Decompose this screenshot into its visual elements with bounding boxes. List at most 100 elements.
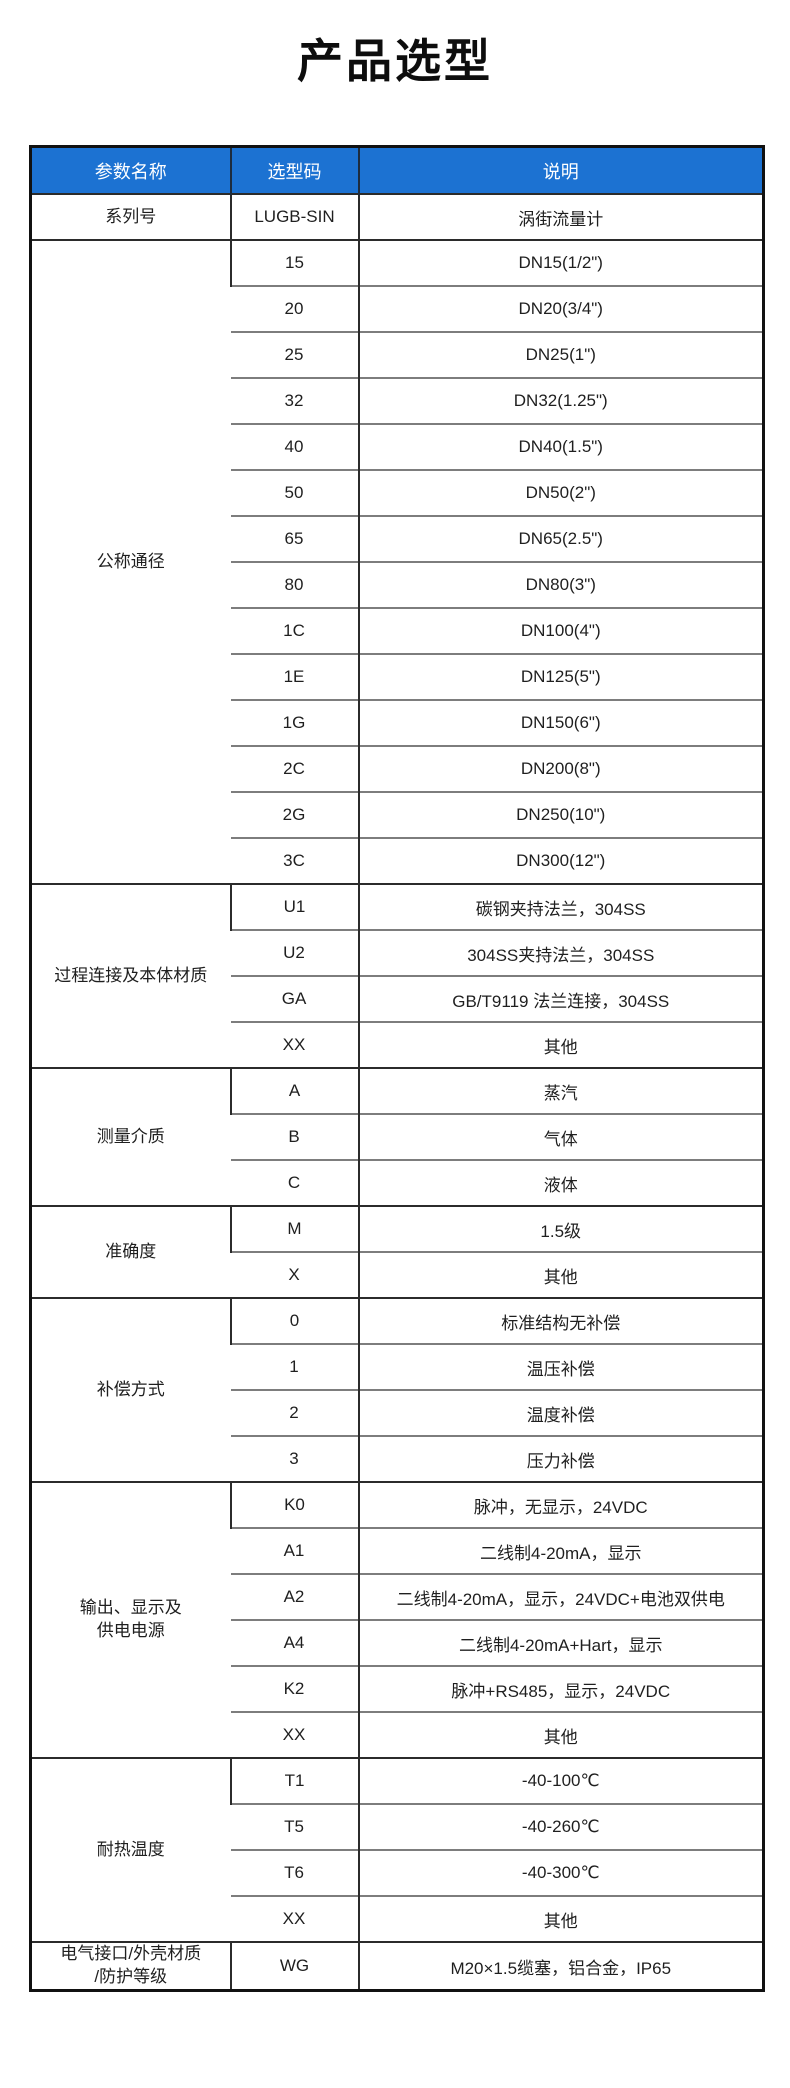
description-cell: -40-260℃ [357,1803,764,1851]
description-cell: 液体 [357,1159,764,1207]
selection-code-cell: 1 [230,1343,359,1391]
table-row: 系列号 LUGB-SIN 涡街流量计 [30,193,764,241]
table-row: 1 温压补偿 [31,1343,764,1391]
selection-code-cell: K0 [229,1481,359,1529]
table-row: 测量介质 A 蒸汽 [30,1067,764,1207]
table-row: 20 DN20(3/4") [31,285,764,333]
description-cell: DN15(1/2") [357,239,764,287]
table-row: XX 其他 [31,1711,764,1759]
description-cell: DN20(3/4") [357,285,764,333]
selection-code-cell: 65 [230,515,359,563]
selection-code-cell: 1G [230,699,359,747]
table-row: 补偿方式 0 标准结构无补偿 [30,1297,764,1483]
description-cell: 碳钢夹持法兰，304SS [357,883,764,931]
selection-code-cell: 3C [230,837,359,885]
selection-code-cell: T5 [230,1803,359,1851]
table-row: 2G DN250(10") [31,791,764,839]
selection-code-cell: 2C [230,745,359,793]
selection-code-cell: C [230,1159,359,1207]
selection-code-cell: 1C [230,607,359,655]
description-cell: -40-100℃ [357,1757,764,1805]
table-body: 系列号 LUGB-SIN 涡街流量计 公称通径 15 DN15(1/2") 20 DN20(3… [30,193,764,1991]
selection-code-cell: 80 [230,561,359,609]
selection-code-cell: A4 [230,1619,359,1667]
selection-code-cell: U1 [229,883,359,931]
parameter-name-cell: 测量介质 [30,1067,231,1207]
description-cell: 蒸汽 [357,1067,764,1115]
table-row: 输出、显示及 供电电源 K0 脉冲，无显示，24VDC [30,1481,764,1759]
selection-code-cell: 40 [230,423,359,471]
description-cell: DN125(5") [357,653,764,701]
selection-code-cell: U2 [230,929,359,977]
selection-code-cell: A1 [230,1527,359,1575]
selection-code-cell: 2 [230,1389,359,1437]
description-cell: DN65(2.5") [357,515,764,563]
table-row: 1E DN125(5") [31,653,764,701]
table-row: 50 DN50(2") [31,469,764,517]
description-cell: DN32(1.25") [357,377,764,425]
page-title: 产品选型 [297,35,493,87]
description-cell: 其他 [357,1895,764,1943]
selection-code-cell: A2 [230,1573,359,1621]
description-cell: GB/T9119 法兰连接，304SS [357,975,764,1023]
selection-code-cell: K2 [230,1665,359,1713]
selection-code-cell: 2G [230,791,359,839]
table-row: 80 DN80(3") [31,561,764,609]
parameter-name-cell: 耐热温度 [30,1757,231,1943]
table-row: 1G DN150(6") [31,699,764,747]
description-cell: 温度补偿 [357,1389,764,1437]
description-cell: 涡街流量计 [357,193,764,241]
selection-code-cell: A [229,1067,359,1115]
table-row: 电气接口/外壳材质 /防护等级 WG M20×1.5缆塞，铝合金，IP65 [30,1941,764,1991]
table-header: 参数名称 选型码 说明 [30,146,764,195]
table-row: X 其他 [31,1251,764,1299]
selection-code-cell: 1E [230,653,359,701]
header-row: 参数名称 选型码 说明 [30,146,764,195]
description-cell: 气体 [357,1113,764,1161]
description-cell: DN150(6") [357,699,764,747]
table-row: 3 压力补偿 [31,1435,764,1483]
table-row: 40 DN40(1.5") [31,423,764,471]
selection-code-cell: 20 [230,285,359,333]
table-row: T6 -40-300℃ [31,1849,764,1897]
selection-code-cell: 15 [229,239,359,287]
parameter-name-cell: 补偿方式 [30,1297,231,1483]
table-row: 过程连接及本体材质 U1 碳钢夹持法兰，304SS [30,883,764,1069]
description-cell: 其他 [357,1251,764,1299]
column-header-description: 说明 [357,146,764,195]
description-cell: 其他 [357,1021,764,1069]
table-row: 32 DN32(1.25") [31,377,764,425]
description-cell: DN100(4") [357,607,764,655]
description-cell: 其他 [357,1711,764,1759]
description-cell: DN80(3") [357,561,764,609]
selection-code-cell: 50 [230,469,359,517]
selection-code-cell: M [229,1205,359,1253]
description-cell: -40-300℃ [357,1849,764,1897]
description-cell: DN25(1") [357,331,764,379]
description-cell: 304SS夹持法兰，304SS [357,929,764,977]
selection-code-cell: XX [230,1021,359,1069]
table-row: 2 温度补偿 [31,1389,764,1437]
description-cell: 脉冲，无显示，24VDC [357,1481,764,1529]
description-cell: 标准结构无补偿 [357,1297,764,1345]
parameter-name-cell: 准确度 [30,1205,231,1299]
selection-code-cell: B [230,1113,359,1161]
table-row: B 气体 [31,1113,764,1161]
description-cell: 二线制4-20mA，显示，24VDC+电池双供电 [357,1573,764,1621]
selection-code-cell: XX [230,1711,359,1759]
table-row: C 液体 [31,1159,764,1207]
selection-code-cell: LUGB-SIN [229,193,359,241]
table-row: XX 其他 [31,1895,764,1943]
table-row: 65 DN65(2.5") [31,515,764,563]
selection-code-cell: 0 [229,1297,359,1345]
table-row: 公称通径 15 DN15(1/2") [30,239,764,885]
table-row: K2 脉冲+RS485，显示，24VDC [31,1665,764,1713]
table-row: A2 二线制4-20mA，显示，24VDC+电池双供电 [31,1573,764,1621]
selection-code-cell: WG [229,1941,359,1991]
table-row: GA GB/T9119 法兰连接，304SS [31,975,764,1023]
parameter-name-cell: 输出、显示及 供电电源 [30,1481,231,1759]
description-cell: 压力补偿 [357,1435,764,1483]
description-cell: DN300(12") [357,837,764,885]
table-row: 1C DN100(4") [31,607,764,655]
table-row: A1 二线制4-20mA，显示 [31,1527,764,1575]
